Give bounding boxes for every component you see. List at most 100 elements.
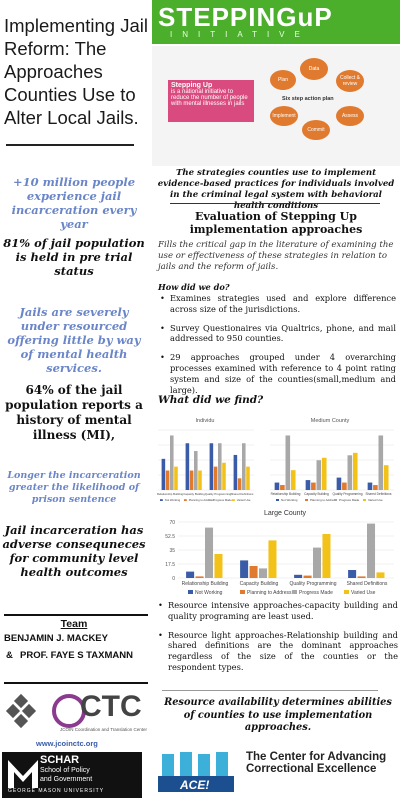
result-item: Resource light approaches-Relationship b… bbox=[158, 630, 398, 673]
schar-sub2: and Government bbox=[40, 776, 93, 783]
chart-bar bbox=[189, 470, 194, 490]
step-bubble-collect: Collect & review bbox=[336, 70, 364, 92]
stepping-up-banner bbox=[152, 0, 400, 44]
jcoin-logo bbox=[2, 690, 52, 736]
method-item: Examines strategies used and explore dif… bbox=[160, 293, 396, 315]
stepping-up-box-text: is a national initiative to reduce the n… bbox=[171, 89, 248, 107]
team-divider-bottom bbox=[4, 682, 148, 684]
ace-pillars-icon bbox=[158, 752, 234, 792]
x-category-label: Capacity Building bbox=[240, 581, 279, 587]
x-category-label: Quality Programming bbox=[205, 492, 232, 496]
chart-bar bbox=[185, 443, 190, 490]
intro-statement: The strategies counties use to implement… bbox=[157, 168, 395, 211]
chart-bar bbox=[342, 482, 347, 490]
stat-mental-illness: 64% of the jail population reports a his… bbox=[5, 383, 143, 442]
chart-bar bbox=[213, 466, 218, 490]
large-county-chart: Large County 0 17.5 35 52.5 70 Relationship B… bbox=[152, 504, 398, 596]
chart-bar bbox=[376, 572, 385, 578]
chart-bar bbox=[249, 566, 258, 578]
chart-bar bbox=[214, 554, 223, 578]
x-category-label: Shared Definitions bbox=[231, 492, 254, 496]
evaluation-description: Fills the critical gap in the literature… bbox=[158, 240, 394, 272]
chart-bar bbox=[322, 534, 331, 578]
website-link[interactable]: www.jcoinctc.org bbox=[36, 739, 98, 748]
results-list: Resource intensive approaches-capacity b… bbox=[158, 600, 398, 681]
x-category-label: Relationship Building bbox=[271, 492, 301, 496]
method-item: Survey Questionaires via Qualtrics, phon… bbox=[160, 323, 396, 345]
legend-label: Varied Use bbox=[237, 498, 251, 502]
ace-name: ACE! bbox=[180, 778, 210, 792]
x-category-label: Capacity Building bbox=[183, 492, 205, 496]
chart-bar bbox=[246, 466, 250, 490]
methods-heading: How did we do? bbox=[158, 282, 230, 292]
legend-label: Varied Use bbox=[351, 590, 376, 596]
chart-bar bbox=[161, 458, 166, 490]
legend-label: Planning to Address bbox=[310, 498, 337, 502]
step-bubble-implement: Implement bbox=[270, 106, 298, 126]
left-column: Implementing Jail Reform: The Approaches… bbox=[0, 0, 148, 800]
x-category-label: Quality Programming bbox=[290, 581, 337, 587]
legend-swatch bbox=[240, 590, 245, 594]
legend-label: Not Working bbox=[281, 498, 298, 502]
x-category-label: Shared Definitions bbox=[365, 492, 391, 496]
stepping-up-subtitle: INITIATIVE bbox=[170, 30, 310, 39]
chart-bar bbox=[290, 470, 296, 490]
y-tick-label: 70 bbox=[169, 520, 175, 526]
stat-incarceration: +10 million people experience jail incar… bbox=[11, 175, 137, 231]
chart-bar bbox=[186, 571, 195, 578]
y-tick-label: 0 bbox=[172, 576, 175, 582]
chart-bar bbox=[222, 462, 226, 490]
ctc-subtitle: JCOIN Coordination and Translation Cente… bbox=[60, 727, 148, 732]
legend-label: Planning to Address bbox=[189, 498, 214, 502]
legend-swatch bbox=[292, 590, 297, 594]
legend-swatch bbox=[305, 499, 308, 501]
ace-logo: ACE! bbox=[156, 748, 236, 796]
chart-bar bbox=[303, 575, 312, 578]
step-bubble-assess: Assess bbox=[336, 106, 364, 126]
chart-bar bbox=[242, 443, 246, 490]
stat-pretrial: 81% of jail population is held in pre tr… bbox=[3, 236, 145, 278]
intro-divider bbox=[170, 203, 380, 204]
method-item: 29 approaches grouped under 4 overarchin… bbox=[160, 352, 396, 395]
step-bubble-commit: Commit bbox=[302, 120, 330, 140]
legend-label: Progress Made bbox=[299, 590, 333, 596]
ctc-ring-icon bbox=[52, 694, 86, 728]
chart-bar bbox=[383, 465, 389, 490]
stepping-up-info-box: Stepping Up is a national initiative to … bbox=[168, 80, 254, 122]
chart-bar bbox=[316, 460, 322, 490]
x-category-label: Quality Programming bbox=[333, 492, 363, 496]
chart-bar bbox=[378, 435, 384, 490]
title-divider bbox=[6, 144, 134, 146]
legend-swatch bbox=[184, 499, 187, 501]
chart-bar bbox=[209, 443, 214, 490]
chart-bar bbox=[357, 576, 366, 578]
legend-label: Progress Made bbox=[339, 498, 360, 502]
x-category-label: Shared Definitions bbox=[347, 581, 388, 587]
legend-swatch bbox=[232, 499, 235, 501]
schar-name: SCHAR bbox=[40, 754, 80, 766]
chart-bar bbox=[348, 570, 357, 578]
chart-bar bbox=[165, 470, 170, 490]
ctc-logo-text: CTC bbox=[80, 690, 142, 723]
x-category-label: Relationship Building bbox=[182, 581, 229, 587]
step-bubble-data: Data bbox=[300, 58, 328, 80]
jcoin-knot-icon bbox=[5, 693, 37, 729]
legend-label: Planning to Address bbox=[247, 590, 292, 596]
chart-bar bbox=[313, 547, 322, 578]
step-bubble-plan: Plan bbox=[270, 70, 296, 90]
legend-swatch bbox=[344, 590, 349, 594]
team-member-2: PROF. FAYE S TAXMANN bbox=[20, 650, 133, 661]
x-category-label: Relationship Building bbox=[157, 492, 184, 496]
chart-bar bbox=[259, 568, 268, 578]
chart-bar bbox=[321, 457, 327, 490]
conclusion-statement: Resource availability determines abiliti… bbox=[164, 697, 392, 733]
methods-list: Examines strategies used and explore dif… bbox=[160, 293, 396, 403]
legend-swatch bbox=[276, 499, 279, 501]
legend-label: Not Working bbox=[165, 498, 181, 502]
conclusion-divider bbox=[162, 690, 378, 691]
chart-bar bbox=[305, 480, 311, 490]
chart-bar bbox=[347, 455, 353, 490]
medium-chart-title: Medium County bbox=[311, 418, 350, 424]
chart-bar bbox=[280, 485, 285, 490]
chart-bar bbox=[311, 482, 316, 490]
